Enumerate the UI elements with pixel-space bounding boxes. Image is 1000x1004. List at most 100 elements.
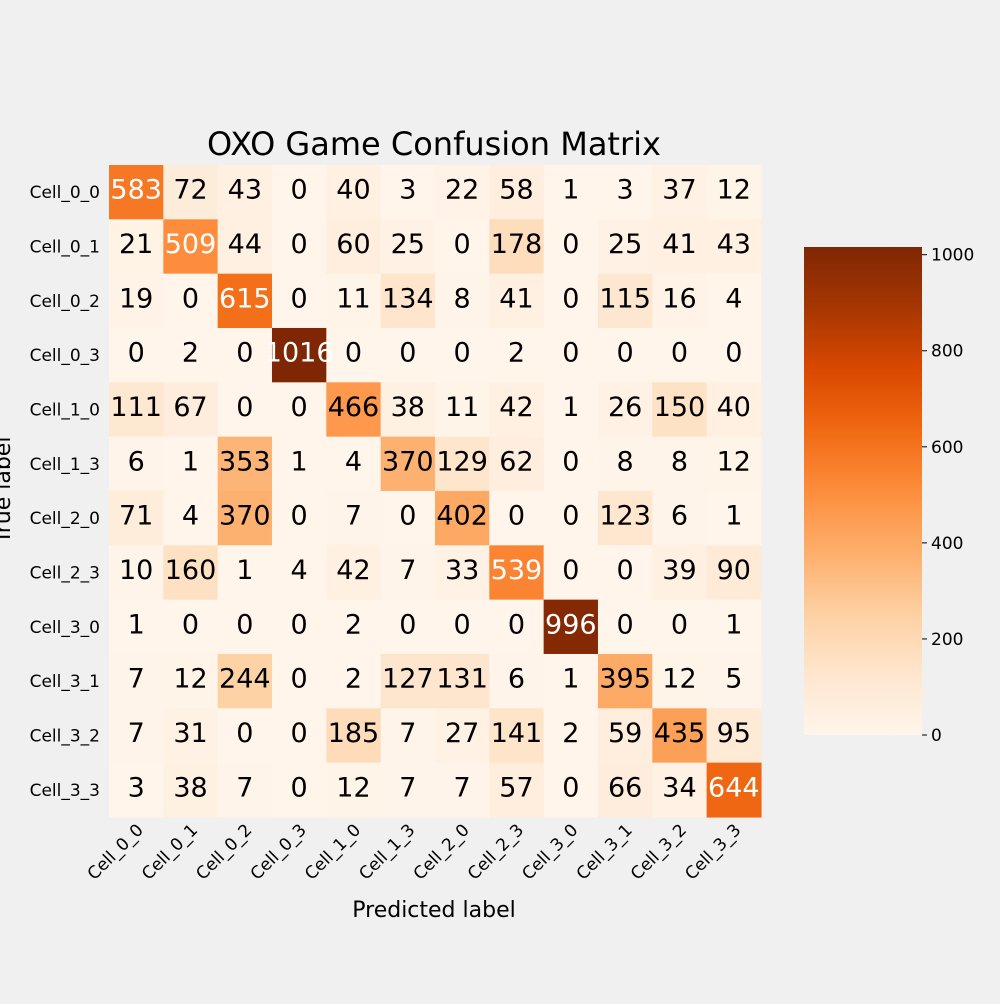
x-tick-label: Cell_0_3 — [247, 820, 311, 884]
cell-value-label: 62 — [499, 446, 533, 477]
cell-value-label: 2 — [508, 338, 525, 369]
heatmap-cell-2-10 — [652, 273, 708, 329]
cell-value-label: 44 — [228, 229, 262, 260]
cell-value-label: 1 — [562, 392, 579, 423]
cell-value-label: 1 — [562, 664, 579, 695]
heatmap-cell-5-5 — [380, 436, 436, 492]
x-tick-label: Cell_3_1 — [573, 820, 637, 884]
heatmap-cell-6-9 — [597, 490, 653, 546]
cell-value-label: 67 — [173, 392, 207, 423]
cell-value-label: 141 — [491, 718, 543, 749]
heatmap-cell-8-2 — [217, 599, 273, 655]
heatmap-cell-4-6 — [434, 382, 490, 438]
colorbar-tick-label: 600 — [931, 438, 963, 458]
heatmap-cell-10-3 — [271, 708, 327, 764]
heatmap-cell-0-6 — [434, 165, 490, 220]
cell-value-label: 0 — [291, 175, 308, 206]
cell-value-label: 7 — [399, 718, 416, 749]
cell-value-label: 111 — [110, 392, 162, 423]
cell-value-label: 0 — [617, 555, 634, 586]
cell-value-label: 7 — [128, 718, 145, 749]
x-tick-label: Cell_2_0 — [410, 820, 474, 884]
y-tick-label: Cell_3_3 — [30, 781, 100, 801]
heatmap-cell-11-2 — [217, 762, 273, 818]
heatmap-cell-2-8 — [543, 273, 599, 329]
heatmap-cell-0-9 — [597, 165, 653, 220]
heatmap-cell-9-11 — [706, 653, 762, 709]
cell-value-label: 1 — [128, 609, 145, 640]
cell-value-label: 60 — [336, 229, 370, 260]
heatmap-cell-4-8 — [543, 382, 599, 438]
cell-value-label: 7 — [345, 501, 362, 532]
heatmap-cell-5-3 — [271, 436, 327, 492]
cell-value-label: 0 — [508, 501, 525, 532]
cell-value-label: 8 — [671, 446, 688, 477]
cell-value-label: 7 — [399, 555, 416, 586]
heatmap-cell-5-9 — [597, 436, 653, 492]
heatmap-cell-5-4 — [326, 436, 382, 492]
cell-value-label: 244 — [219, 664, 271, 695]
cell-value-label: 42 — [499, 392, 533, 423]
cell-value-label: 59 — [608, 718, 642, 749]
cell-value-label: 0 — [291, 772, 308, 803]
cell-value-label: 0 — [454, 338, 471, 369]
cell-value-label: 0 — [399, 501, 416, 532]
x-tick-label: Cell_0_0 — [84, 820, 148, 884]
heatmap-cell-5-2 — [217, 436, 273, 492]
cell-value-label: 0 — [291, 609, 308, 640]
cell-value-label: 7 — [128, 664, 145, 695]
heatmap-cell-7-8 — [543, 545, 599, 601]
heatmap-cell-8-5 — [380, 599, 436, 655]
cell-value-label: 123 — [599, 501, 651, 532]
heatmap-cell-5-11 — [706, 436, 762, 492]
heatmap-cell-9-2 — [217, 653, 273, 709]
y-tick-label: Cell_1_0 — [30, 400, 100, 420]
heatmap-cell-0-11 — [706, 165, 762, 220]
cell-value-label: 71 — [119, 501, 153, 532]
heatmap-cell-1-8 — [543, 219, 599, 275]
cell-value-label: 95 — [717, 718, 751, 749]
cell-value-label: 7 — [399, 772, 416, 803]
y-tick-label: Cell_0_3 — [30, 346, 100, 366]
cell-value-label: 6 — [508, 664, 525, 695]
cell-value-label: 0 — [617, 609, 634, 640]
heatmap-cell-6-1 — [163, 490, 219, 546]
cell-value-label: 6 — [128, 446, 145, 477]
y-tick-label: Cell_0_0 — [30, 183, 100, 203]
heatmap-cell-9-3 — [271, 653, 327, 709]
cell-value-label: 435 — [654, 718, 706, 749]
heatmap-cell-4-7 — [489, 382, 545, 438]
heatmap-cell-11-3 — [271, 762, 327, 818]
heatmap-cell-4-1 — [163, 382, 219, 438]
heatmap-cell-10-2 — [217, 708, 273, 764]
cell-value-label: 395 — [599, 664, 651, 695]
cell-value-label: 1 — [725, 501, 742, 532]
cell-value-label: 27 — [445, 718, 479, 749]
heatmap-cell-4-11 — [706, 382, 762, 438]
cell-value-label: 0 — [671, 338, 688, 369]
heatmap-cell-1-10 — [652, 219, 708, 275]
cell-value-label: 466 — [328, 392, 380, 423]
cell-value-label: 0 — [182, 609, 199, 640]
heatmap-cell-7-2 — [217, 545, 273, 601]
cell-value-label: 90 — [717, 555, 751, 586]
cell-value-label: 0 — [291, 229, 308, 260]
cell-value-label: 115 — [599, 283, 651, 314]
cell-value-label: 131 — [436, 664, 488, 695]
cell-value-label: 0 — [182, 283, 199, 314]
heatmap-cell-8-6 — [434, 599, 490, 655]
cell-value-label: 37 — [662, 175, 696, 206]
heatmap-cell-10-10 — [652, 708, 708, 764]
heatmap-cell-3-3 — [271, 327, 327, 383]
cell-value-label: 40 — [336, 175, 370, 206]
heatmap-cell-3-0 — [109, 327, 164, 383]
heatmap-cell-10-7 — [489, 708, 545, 764]
cell-value-label: 0 — [454, 229, 471, 260]
x-axis-ticks: Cell_0_0Cell_0_1Cell_0_2Cell_0_3Cell_1_0… — [84, 820, 746, 884]
heatmap-cell-10-11 — [706, 708, 762, 764]
y-tick-label: Cell_1_3 — [30, 455, 100, 475]
heatmap-cell-5-0 — [109, 436, 164, 492]
cell-value-label: 0 — [236, 609, 253, 640]
cell-value-label: 0 — [562, 446, 579, 477]
cell-value-label: 615 — [219, 283, 271, 314]
